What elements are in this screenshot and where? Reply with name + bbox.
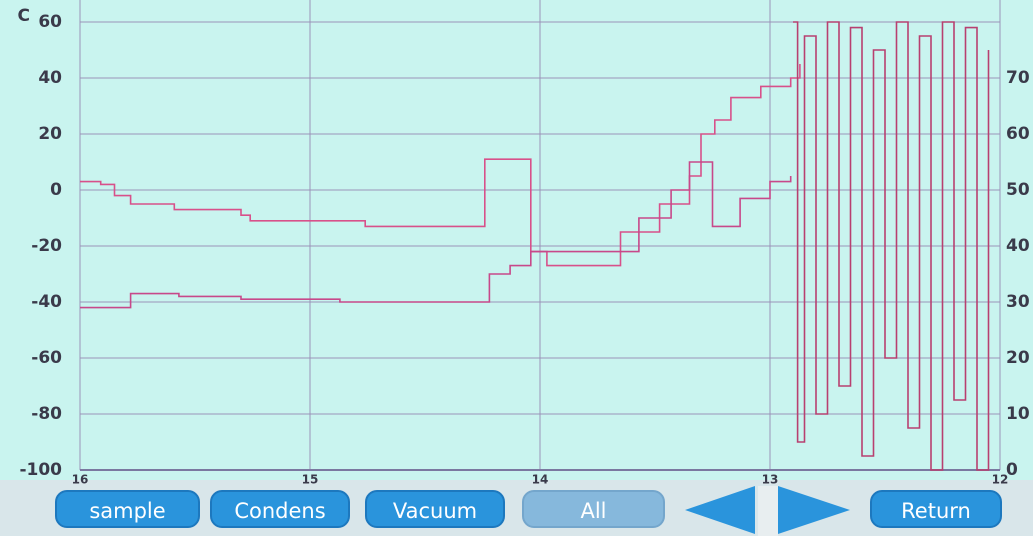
y2-tick-label: 50 — [1006, 180, 1030, 200]
x-tick-label: 14 — [532, 473, 549, 487]
button[interactable]: sample — [55, 490, 200, 528]
y-tick-label: 0 — [50, 180, 62, 200]
button[interactable]: All — [522, 490, 665, 528]
x-tick-label: 12 — [992, 473, 1009, 487]
y-tick-label: -60 — [31, 348, 62, 368]
x-tick-label: 13 — [762, 473, 779, 487]
chart: C 6040200-20-40-60-80-100706050403020100… — [0, 0, 1033, 536]
y2-tick-label: 20 — [1006, 348, 1030, 368]
y-tick-label: 40 — [38, 68, 62, 88]
y-tick-label: -40 — [31, 292, 62, 312]
y2-tick-label: 60 — [1006, 124, 1030, 144]
y-tick-label: -100 — [19, 460, 62, 480]
y2-tick-label: 70 — [1006, 68, 1030, 88]
y-tick-label: 60 — [38, 12, 62, 32]
y-axis-label: C — [18, 6, 30, 26]
y-tick-label: -20 — [31, 236, 62, 256]
y-tick-label: -80 — [31, 404, 62, 424]
x-tick-label: 15 — [302, 473, 319, 487]
right-arrow[interactable] — [778, 486, 850, 534]
arrow-divider — [758, 486, 778, 536]
left-arrow[interactable] — [685, 486, 755, 534]
screen: C 6040200-20-40-60-80-100706050403020100… — [0, 0, 1033, 536]
y2-tick-label: 30 — [1006, 292, 1030, 312]
button[interactable]: Return — [870, 490, 1002, 528]
y-tick-label: 20 — [38, 124, 62, 144]
button[interactable]: Vacuum — [365, 490, 505, 528]
plot-background — [0, 0, 1033, 480]
button[interactable]: Condens — [210, 490, 350, 528]
y2-tick-label: 10 — [1006, 404, 1030, 424]
x-tick-label: 16 — [72, 473, 89, 487]
y2-tick-label: 40 — [1006, 236, 1030, 256]
